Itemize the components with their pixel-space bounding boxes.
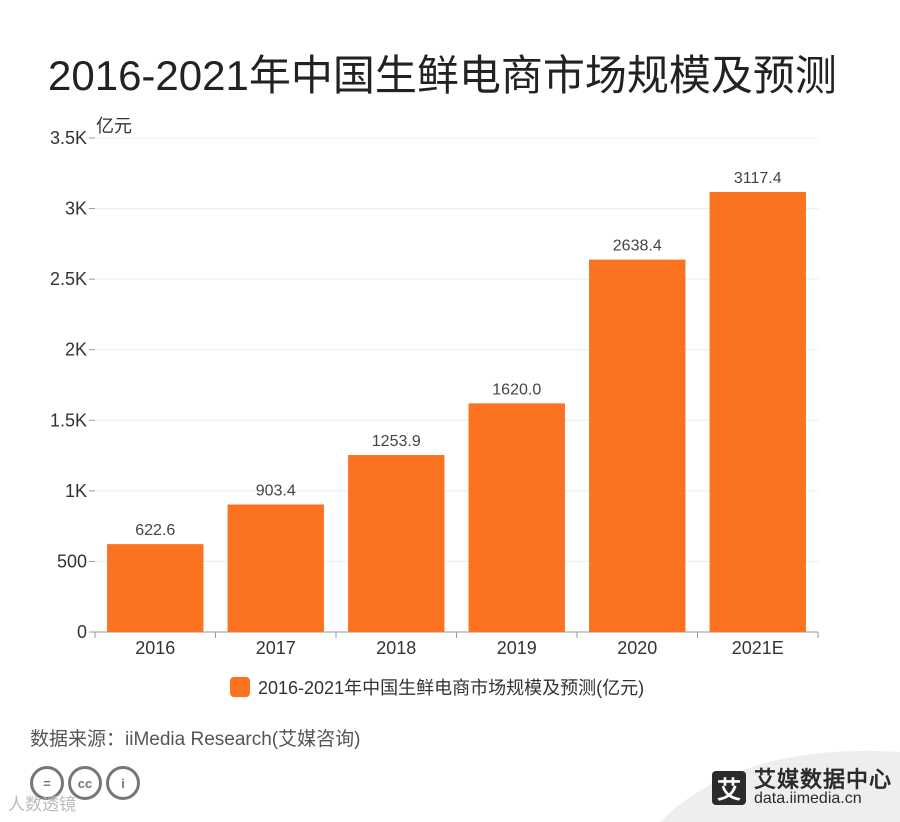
y-tick-label: 0 [77,622,87,642]
y-tick-label: 500 [57,551,87,571]
value-label: 1253.9 [372,433,421,450]
bar[interactable] [468,403,565,632]
y-tick-label: 1.5K [50,410,87,430]
chart-title: 2016-2021年中国生鲜电商市场规模及预测 [48,52,837,99]
y-tick-label: 3.5K [50,128,87,148]
bar[interactable] [107,544,204,632]
legend[interactable]: 2016-2021年中国生鲜电商市场规模及预测(亿元) [230,674,644,700]
bar[interactable] [709,192,806,632]
y-axis-unit-label: 亿元 [96,116,132,136]
x-tick-label: 2016 [135,638,175,658]
data-source: 数据来源：iiMedia Research(艾媒咨询) [30,729,361,750]
y-tick-label: 2.5K [50,269,87,289]
license-icons: = cc i [30,766,140,800]
attribution-icon: i [106,766,140,800]
x-axis-ticks: 2016 2017 2018 2019 2020 2021E [94,632,819,658]
x-tick-label: 2019 [497,638,537,658]
brand-logo-icon: 艾 [712,770,746,805]
x-tick-label: 2020 [617,638,657,658]
value-labels: 622.6 903.4 1253.9 1620.0 2638.4 3117.4 [135,170,782,539]
value-label: 2638.4 [613,238,662,255]
gridlines [95,137,818,562]
brand-name: 艾媒数据中心 [754,767,893,792]
y-axis-ticks: 0 500 1K 1.5K 2K 2.5K 3K 3.5K [50,128,95,642]
value-label: 1620.0 [492,381,541,398]
equal-icon: = [30,766,64,800]
x-tick-label: 2017 [256,638,296,658]
y-tick-label: 2K [65,340,87,360]
x-tick-label: 2018 [376,638,416,658]
legend-label: 2016-2021年中国生鲜电商市场规模及预测(亿元) [258,678,645,698]
bar[interactable] [589,259,686,632]
x-tick-label: 2021E [732,638,784,658]
brand-block: 艾 艾媒数据中心 data.iimedia.cn [712,768,892,808]
cc-icon: cc [68,766,102,800]
value-label: 622.6 [135,522,175,539]
bar[interactable] [227,504,324,632]
legend-swatch [230,677,250,697]
value-label: 903.4 [256,482,296,499]
bar[interactable] [348,455,445,632]
watermark: 人数透镜 [8,795,76,814]
brand-url: data.iimedia.cn [754,790,862,808]
y-tick-label: 1K [65,481,87,501]
y-tick-label: 3K [65,199,87,219]
value-label: 3117.4 [734,170,782,187]
bars [107,192,806,632]
